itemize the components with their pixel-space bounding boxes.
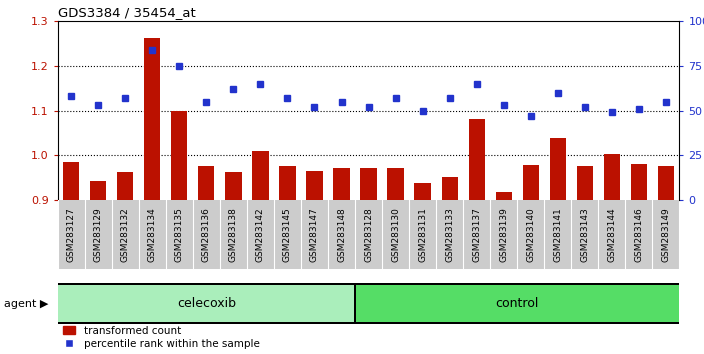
Text: GSM283136: GSM283136	[202, 207, 211, 262]
Text: GSM283128: GSM283128	[364, 207, 373, 262]
Bar	[496, 192, 512, 354]
Text: GSM283149: GSM283149	[661, 207, 670, 262]
Bar	[577, 166, 593, 354]
Text: GSM283139: GSM283139	[499, 207, 508, 262]
Text: GSM283148: GSM283148	[337, 207, 346, 262]
Bar	[360, 168, 377, 354]
Bar	[63, 162, 80, 354]
Bar	[415, 183, 431, 354]
Bar	[171, 110, 187, 354]
Text: GSM283140: GSM283140	[526, 207, 535, 262]
Text: GSM283137: GSM283137	[472, 207, 481, 262]
Text: control: control	[496, 297, 539, 310]
Bar	[469, 119, 485, 354]
Text: GSM283144: GSM283144	[608, 207, 616, 262]
Text: GSM283146: GSM283146	[634, 207, 643, 262]
Bar	[199, 166, 215, 354]
Bar	[252, 151, 268, 354]
Text: GSM283134: GSM283134	[148, 207, 157, 262]
Bar	[306, 171, 322, 354]
Bar	[334, 168, 350, 354]
Text: agent ▶: agent ▶	[4, 298, 48, 309]
Bar	[356, 285, 679, 322]
Bar	[144, 38, 161, 354]
Bar	[658, 166, 674, 354]
Text: GSM283129: GSM283129	[94, 207, 103, 262]
Text: GSM283142: GSM283142	[256, 207, 265, 262]
Bar	[387, 168, 403, 354]
Bar	[90, 181, 106, 354]
Text: GSM283145: GSM283145	[283, 207, 292, 262]
Bar	[631, 164, 647, 354]
Legend: transformed count, percentile rank within the sample: transformed count, percentile rank withi…	[63, 326, 260, 349]
Text: GSM283147: GSM283147	[310, 207, 319, 262]
Text: celecoxib: celecoxib	[177, 297, 236, 310]
Text: GSM283143: GSM283143	[580, 207, 589, 262]
Text: GDS3384 / 35454_at: GDS3384 / 35454_at	[58, 6, 196, 19]
Text: GSM283133: GSM283133	[445, 207, 454, 262]
Bar	[441, 177, 458, 354]
Bar	[522, 165, 539, 354]
Bar	[550, 138, 566, 354]
Text: GSM283130: GSM283130	[391, 207, 400, 262]
Text: GSM283131: GSM283131	[418, 207, 427, 262]
Text: GSM283141: GSM283141	[553, 207, 562, 262]
Bar	[279, 166, 296, 354]
Bar	[225, 172, 241, 354]
Bar	[58, 285, 355, 322]
Text: GSM283135: GSM283135	[175, 207, 184, 262]
Text: GSM283138: GSM283138	[229, 207, 238, 262]
Text: GSM283127: GSM283127	[67, 207, 76, 262]
Bar	[117, 172, 133, 354]
Text: GSM283132: GSM283132	[121, 207, 130, 262]
Bar	[604, 154, 620, 354]
